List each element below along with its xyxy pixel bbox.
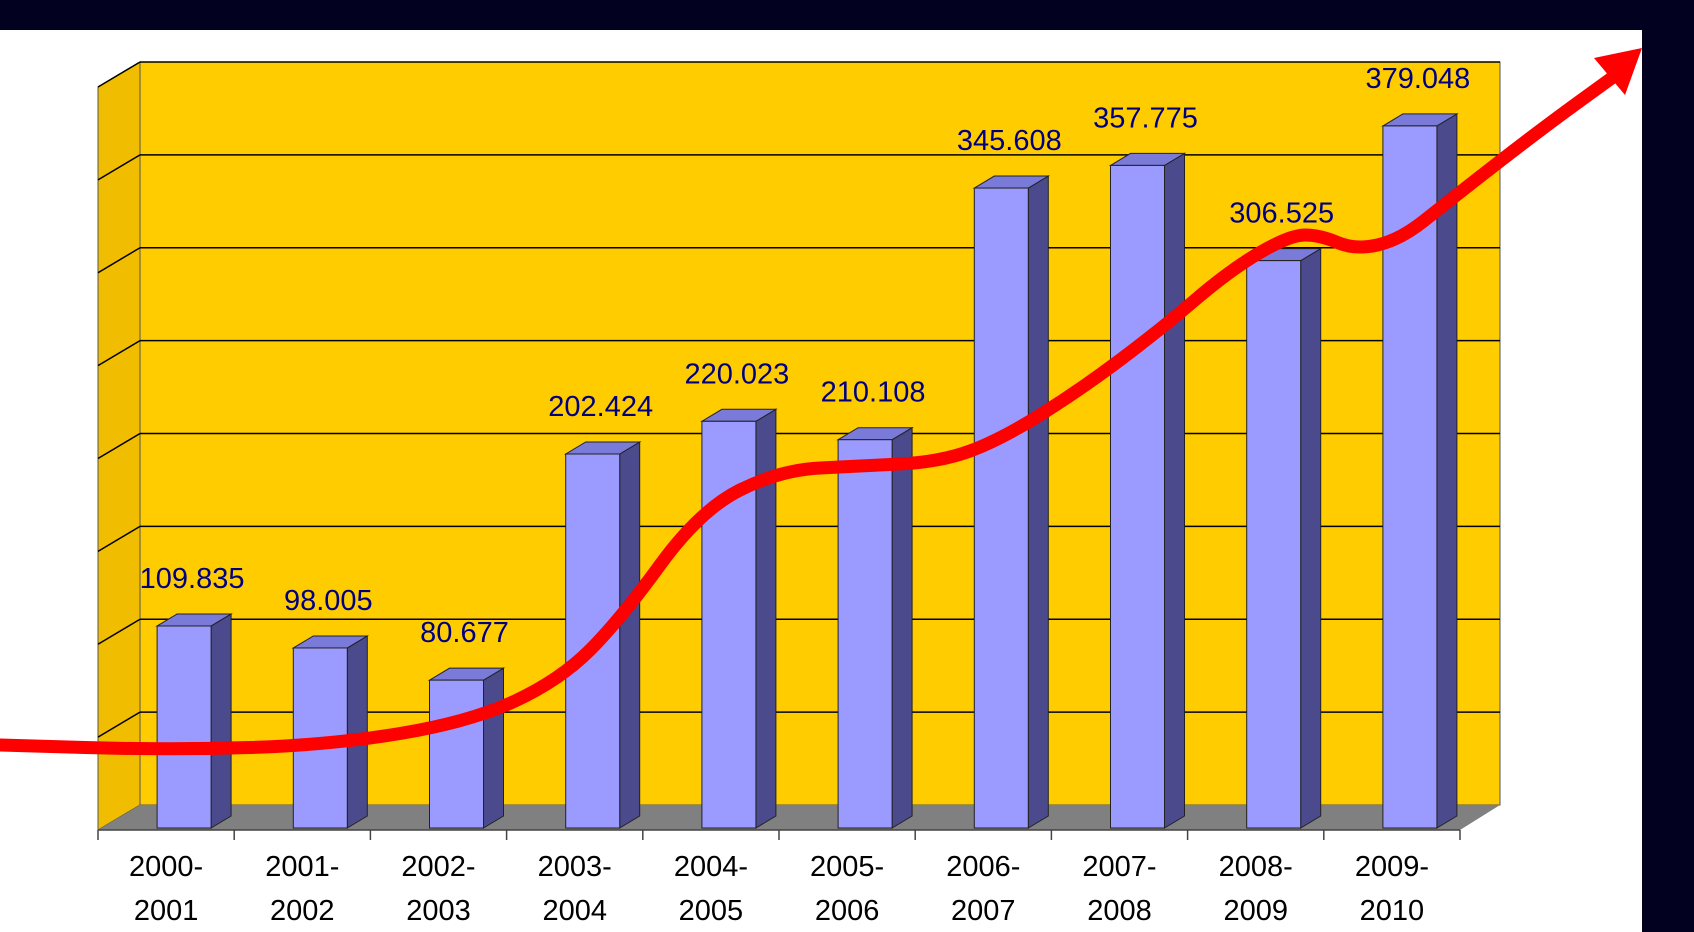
data-label: 202.424 bbox=[548, 391, 653, 423]
x-tick-label: 2009- bbox=[1355, 851, 1429, 883]
trend-arrow-line bbox=[0, 65, 1627, 756]
x-tick-label: 2002- bbox=[401, 851, 475, 883]
top-frame-band bbox=[0, 0, 1694, 30]
gridline-side bbox=[97, 61, 141, 88]
x-tick-label: 2005- bbox=[810, 851, 884, 883]
gridline-side bbox=[97, 339, 141, 367]
x-tick-label: 2004- bbox=[674, 851, 748, 883]
bar-side bbox=[1027, 175, 1049, 829]
data-label: 220.023 bbox=[684, 358, 789, 390]
x-tick-label: 2002 bbox=[270, 895, 335, 927]
bars bbox=[155, 113, 1459, 829]
data-label: 98.005 bbox=[284, 585, 373, 617]
x-tick-label: 2007 bbox=[951, 895, 1016, 927]
gridline-side bbox=[97, 247, 141, 274]
trend-arrowhead bbox=[1594, 48, 1642, 95]
x-axis: 2000- 2001 2001- 2002 2002- 2003 2003- 2004 2004… bbox=[97, 829, 1461, 927]
data-label: 379.048 bbox=[1365, 63, 1470, 95]
x-tick-label: 2008 bbox=[1087, 895, 1152, 927]
x-tick-label: 2003- bbox=[538, 851, 612, 883]
x-tick-label: 2010 bbox=[1360, 895, 1425, 927]
bar bbox=[837, 439, 893, 829]
bar-side bbox=[619, 441, 641, 829]
x-tick-label: 2000- bbox=[129, 851, 203, 883]
x-tick-label: 2004 bbox=[542, 895, 607, 927]
bar-side bbox=[483, 667, 504, 829]
x-tick-label: 2006 bbox=[815, 895, 880, 927]
bar-side bbox=[1436, 113, 1458, 829]
bar-side bbox=[346, 635, 368, 829]
x-tick-label: 2001- bbox=[265, 851, 339, 883]
bar-side bbox=[891, 426, 913, 829]
bar-chart: 109.835 98.005 80.677 202.424 220.023 210.108… bbox=[0, 48, 1642, 927]
gridline-side bbox=[97, 711, 141, 738]
data-label: 210.108 bbox=[821, 377, 926, 409]
gridline-side bbox=[97, 432, 141, 460]
data-label: 357.775 bbox=[1093, 102, 1198, 134]
bar bbox=[973, 187, 1029, 829]
x-tick-label: 2006- bbox=[946, 851, 1020, 883]
x-tick-label: 2008- bbox=[1219, 851, 1293, 883]
bar-side bbox=[1300, 247, 1322, 829]
bar-side bbox=[1164, 152, 1185, 829]
gridline-side bbox=[97, 525, 141, 553]
bar bbox=[156, 625, 212, 829]
data-label: 345.608 bbox=[957, 125, 1062, 157]
right-frame-band bbox=[1642, 0, 1694, 932]
bar bbox=[1110, 164, 1165, 829]
data-labels: 109.835 98.005 80.677 202.424 220.023 210.108… bbox=[140, 63, 1471, 649]
bar bbox=[1246, 260, 1302, 829]
gridline-side bbox=[97, 154, 141, 181]
x-tick-label: 2007- bbox=[1082, 851, 1156, 883]
x-tick-label: 2001 bbox=[134, 895, 199, 927]
bar-side bbox=[210, 613, 232, 829]
data-label: 109.835 bbox=[140, 563, 245, 595]
gridline-side bbox=[97, 618, 141, 645]
trend-arrow-layer bbox=[0, 48, 1642, 756]
x-tick-label: 2003 bbox=[406, 895, 471, 927]
bar bbox=[429, 679, 484, 829]
data-label: 80.677 bbox=[420, 617, 509, 649]
x-tick-label: 2009 bbox=[1223, 895, 1288, 927]
data-label: 306.525 bbox=[1229, 198, 1334, 230]
x-tick-label: 2005 bbox=[679, 895, 744, 927]
